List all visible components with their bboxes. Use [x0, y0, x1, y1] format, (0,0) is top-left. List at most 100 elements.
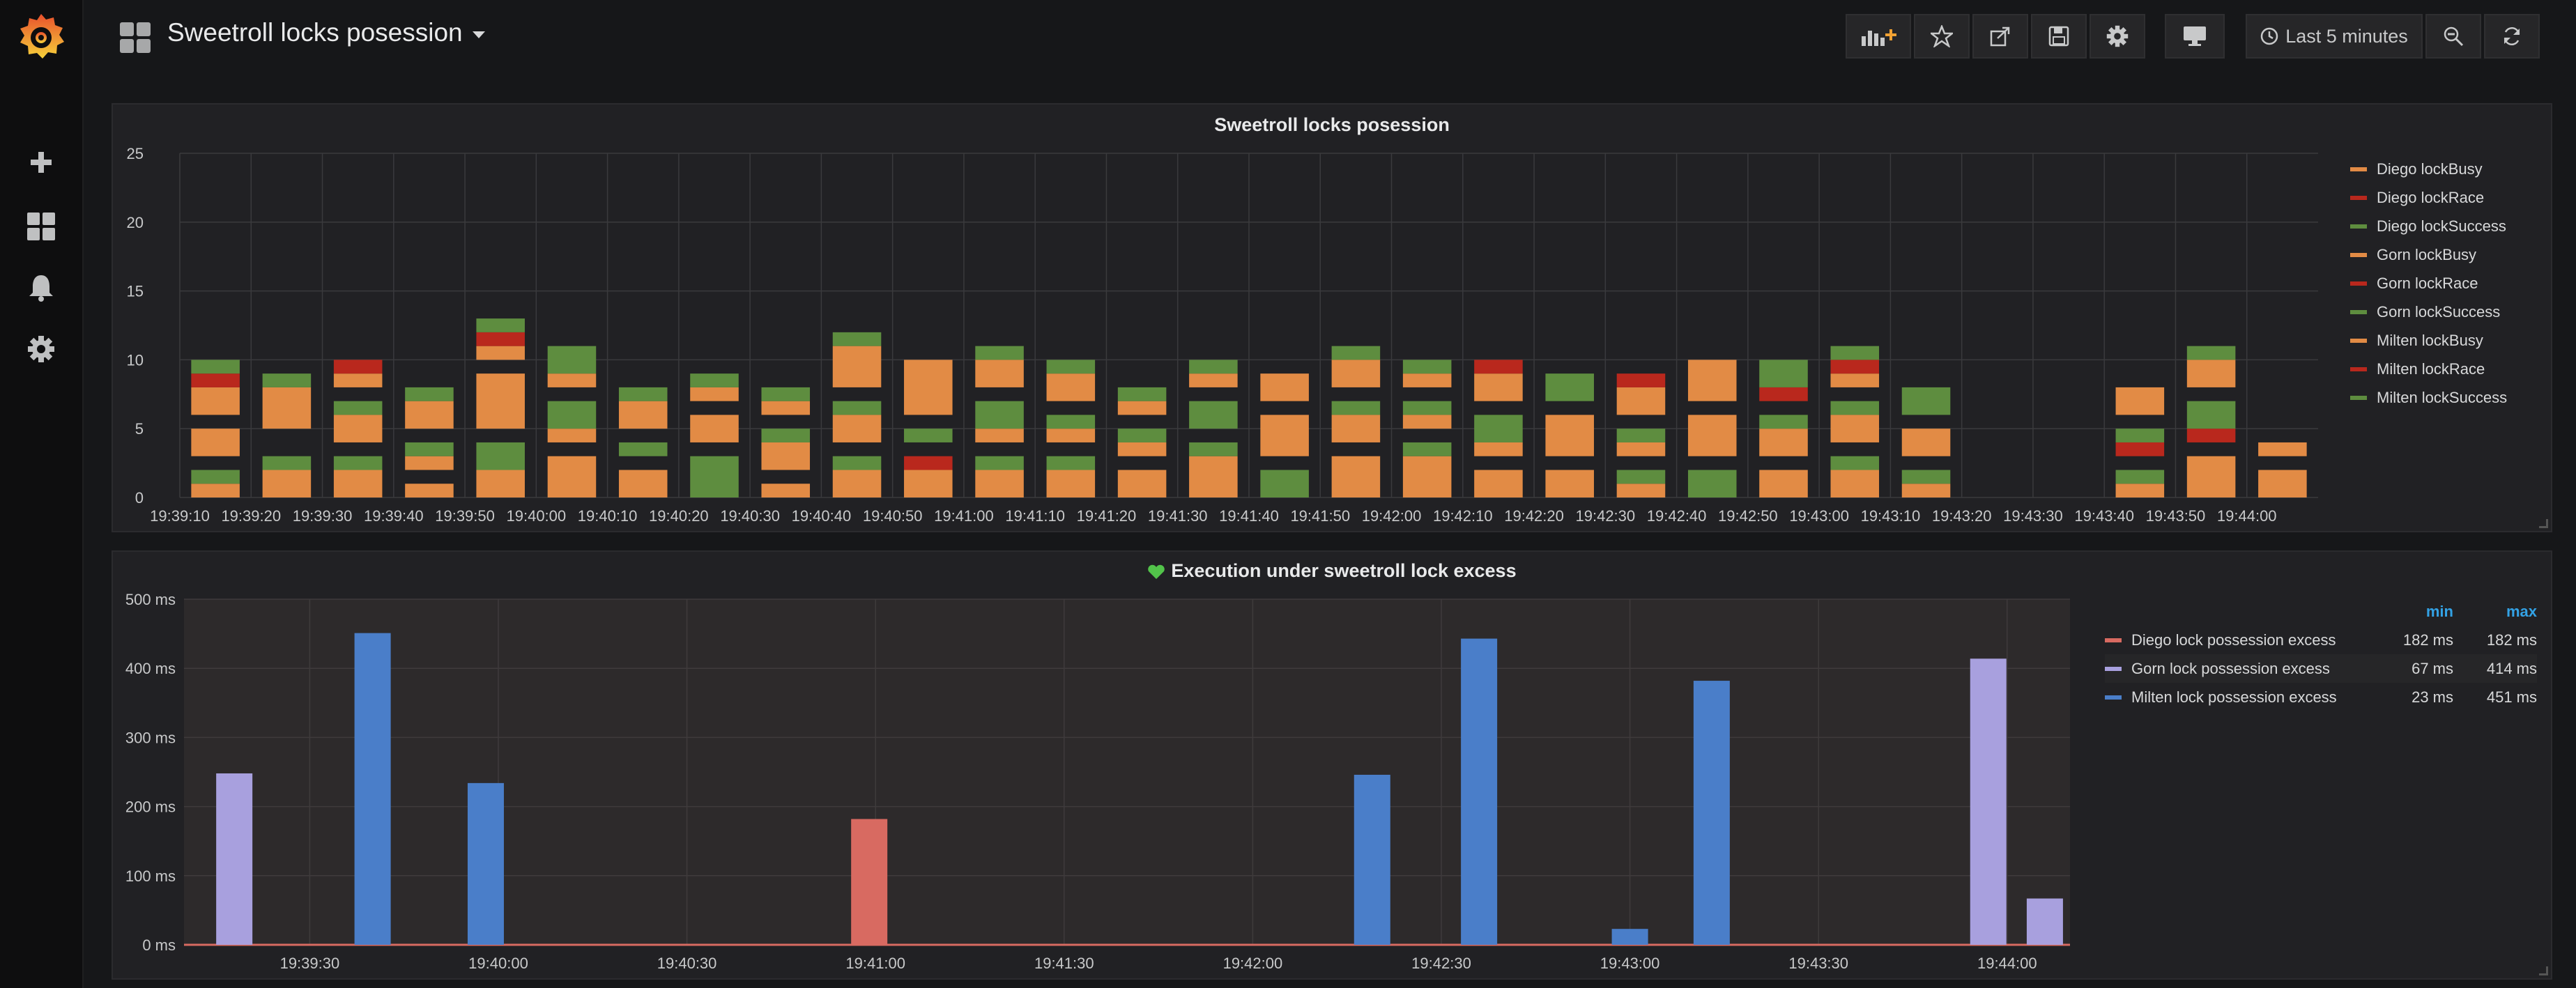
x-tick-label: 19:39:40 [364, 507, 424, 525]
stacked-bar-segment [1117, 470, 1167, 497]
stacked-bar-segment [1046, 415, 1096, 429]
stacked-bar-segment [832, 346, 882, 387]
refresh-button[interactable] [2484, 14, 2540, 59]
dashboards-grid-icon[interactable] [0, 195, 82, 258]
dashboard-title[interactable]: Sweetroll locks posession [167, 18, 485, 47]
stacked-bar-segment [405, 484, 454, 497]
legend-item[interactable]: Milten lockRace [2350, 355, 2559, 383]
stacked-bar-segment [1046, 429, 1096, 442]
stacked-bar-segment [1545, 470, 1594, 497]
stacked-bar-segment [1759, 470, 1808, 497]
y-tick-label: 500 ms [125, 591, 176, 608]
legend-item[interactable]: Diego lockSuccess [2350, 212, 2559, 240]
stacked-bar-segment [476, 318, 525, 332]
stacked-bar-segment [832, 456, 882, 470]
x-tick-label: 19:42:50 [1718, 507, 1778, 525]
legend-label: Gorn lockRace [2377, 274, 2478, 292]
stacked-bar-segment [1830, 373, 1880, 387]
create-plus-icon[interactable] [0, 131, 82, 194]
stacked-bar-segment [1331, 456, 1381, 497]
resize-handle[interactable] [2539, 966, 2548, 975]
save-button[interactable] [2031, 14, 2087, 59]
stacked-bar-segment [1830, 346, 1880, 360]
legend-item[interactable]: Milten lock possession excess 23 ms 451 ms [2105, 683, 2537, 711]
configuration-gear-icon[interactable] [0, 318, 82, 380]
legend-item[interactable]: Diego lockBusy [2350, 155, 2559, 183]
x-tick-label: 19:42:40 [1647, 507, 1707, 525]
stacked-bar-segment [1616, 470, 1666, 484]
star-icon [1931, 25, 1953, 47]
stacked-bar-segment [1830, 456, 1880, 470]
stacked-bar-segment [832, 415, 882, 442]
stacked-bar-segment [547, 373, 597, 387]
x-tick-label: 19:39:30 [280, 955, 340, 972]
stacked-bar-segment [547, 429, 597, 442]
legend-min-header[interactable]: min [2425, 603, 2453, 620]
legend-item[interactable]: Gorn lockBusy [2350, 240, 2559, 269]
legend-label: Gorn lockSuccess [2377, 302, 2501, 321]
stacked-bar-segment [1616, 429, 1666, 442]
legend-label: Milten lock possession excess [2131, 688, 2337, 706]
stacked-bar-segment [2186, 360, 2236, 387]
bar [1461, 638, 1498, 945]
stacked-bar-segment [975, 429, 1024, 442]
legend-item[interactable]: Milten lockBusy [2350, 326, 2559, 355]
legend-item[interactable]: Diego lock possession excess 182 ms 182 ms [2105, 626, 2537, 654]
view-mode-button[interactable] [2165, 14, 2225, 59]
dashboard-grid-icon[interactable] [120, 22, 151, 53]
stacked-bar-segment [547, 456, 597, 497]
panel-title-row[interactable]: Execution under sweetroll lock excess [113, 560, 2551, 582]
stacked-bar-segment [2115, 484, 2165, 497]
legend-label: Diego lockRace [2377, 188, 2485, 206]
legend-item[interactable]: Diego lockRace [2350, 183, 2559, 212]
stacked-bar-segment [333, 456, 383, 470]
stacked-bar-segment [1189, 373, 1238, 387]
stacked-bar-segment [1901, 470, 1951, 484]
legend-item[interactable]: Gorn lockRace [2350, 269, 2559, 298]
zoom-out-button[interactable] [2425, 14, 2481, 59]
stacked-bar-segment [690, 415, 739, 442]
alerting-bell-icon[interactable] [0, 256, 82, 319]
stacked-bar-segment [191, 360, 240, 374]
stacked-bar-segment [618, 401, 668, 429]
stacked-bar-segment [1759, 360, 1808, 387]
y-tick-label: 20 [127, 214, 144, 231]
panel-title[interactable]: Sweetroll locks posession [1214, 114, 1450, 135]
legend-item[interactable]: Gorn lock possession excess 67 ms 414 ms [2105, 654, 2537, 683]
x-tick-label: 19:40:30 [657, 955, 717, 972]
legend-item[interactable]: Milten lockSuccess [2350, 383, 2559, 412]
x-tick-label: 19:40:00 [507, 507, 567, 525]
time-range-picker[interactable]: Last 5 minutes [2246, 14, 2423, 59]
settings-button[interactable] [2090, 14, 2145, 59]
x-tick-label: 19:43:30 [1788, 955, 1848, 972]
stacked-bar-segment [904, 429, 953, 442]
resize-handle[interactable] [2539, 519, 2548, 528]
grafana-logo-icon[interactable] [14, 10, 68, 64]
stacked-bar-segment [547, 401, 597, 429]
stacked-bar-segment [1830, 360, 1880, 374]
stacked-bar-segment [1830, 415, 1880, 442]
x-tick-label: 19:42:30 [1576, 507, 1636, 525]
legend-max-header[interactable]: max [2506, 603, 2537, 620]
legend-swatch [2350, 338, 2367, 343]
stacked-bar-segment [405, 401, 454, 429]
stacked-bar-segment [1759, 415, 1808, 429]
stacked-bar-segment [1402, 373, 1452, 387]
stacked-bar-segment [761, 387, 811, 401]
stacked-bar-segment [618, 387, 668, 401]
star-button[interactable] [1914, 14, 1970, 59]
bar [354, 633, 391, 945]
stacked-bar-segment [1830, 470, 1880, 497]
add-panel-button[interactable] [1846, 14, 1911, 59]
legend-label: Diego lockSuccess [2377, 217, 2506, 235]
stacked-bar-segment [2258, 442, 2307, 456]
stacked-bar-segment [405, 456, 454, 470]
share-button[interactable] [1972, 14, 2028, 59]
x-tick-label: 19:43:00 [1789, 507, 1849, 525]
legend-min-value: 182 ms [2402, 631, 2453, 649]
legend-item[interactable]: Gorn lockSuccess [2350, 298, 2559, 326]
stacked-bar-segment [1046, 373, 1096, 401]
stacked-bar-segment [2186, 346, 2236, 360]
x-tick-label: 19:41:00 [845, 955, 905, 972]
stacked-bar-segment [476, 346, 525, 360]
